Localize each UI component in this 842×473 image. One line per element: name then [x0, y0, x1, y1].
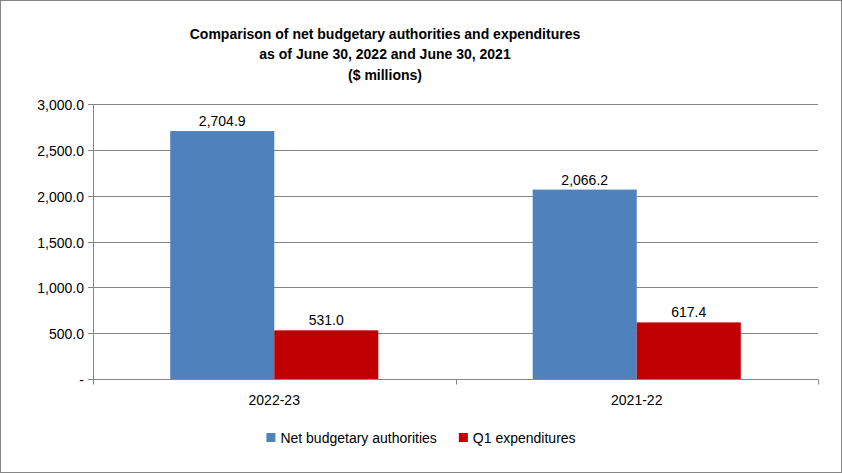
chart: Comparison of net budgetary authorities …	[0, 0, 842, 473]
y-tick	[88, 150, 93, 151]
x-tick-label: 2022-23	[249, 392, 301, 408]
data-label: 531.0	[309, 312, 344, 328]
data-labels: 2,704.9 2,066.2 531.0 617.4	[199, 113, 707, 328]
y-tick-label: 1,000.0	[37, 280, 84, 296]
y-tick-label: 500.0	[49, 326, 84, 342]
y-tick	[88, 196, 93, 197]
x-tick	[818, 380, 819, 385]
data-label: 2,704.9	[199, 113, 246, 129]
chart-border	[1, 1, 842, 473]
y-tick	[88, 287, 93, 288]
y-tick-label: 1,500.0	[37, 235, 84, 251]
x-axis	[93, 379, 818, 380]
data-label: 617.4	[671, 304, 706, 320]
legend-swatch	[459, 433, 468, 442]
y-tick	[88, 104, 93, 105]
legend-label: Q1 expenditures	[473, 430, 576, 446]
x-tick-label: 2021-22	[611, 392, 663, 408]
legend-label: Net budgetary authorities	[280, 430, 436, 446]
data-label: 2,066.2	[561, 172, 608, 188]
chart-title: ($ millions)	[348, 67, 422, 83]
x-tick	[93, 380, 94, 385]
bar	[170, 131, 274, 379]
legend-swatch	[266, 433, 275, 442]
y-axis	[93, 104, 94, 379]
y-tick	[88, 333, 93, 334]
y-tick-label: -	[79, 372, 84, 388]
bar	[637, 322, 741, 379]
bars	[170, 131, 741, 379]
bar	[274, 330, 378, 379]
bar	[533, 190, 637, 379]
legend: Net budgetary authorities Q1 expenditures	[266, 430, 575, 446]
chart-title: Comparison of net budgetary authorities …	[190, 26, 581, 42]
y-tick-label: 3,000.0	[37, 97, 84, 113]
y-tick-label: 2,500.0	[37, 143, 84, 159]
chart-title: as of June 30, 2022 and June 30, 2021	[259, 46, 511, 62]
y-tick	[88, 242, 93, 243]
grid	[88, 105, 818, 380]
y-tick	[88, 379, 93, 380]
grid-line	[93, 104, 818, 105]
y-tick-label: 2,000.0	[37, 189, 84, 205]
x-tick	[456, 380, 457, 385]
grid-line	[93, 379, 818, 380]
